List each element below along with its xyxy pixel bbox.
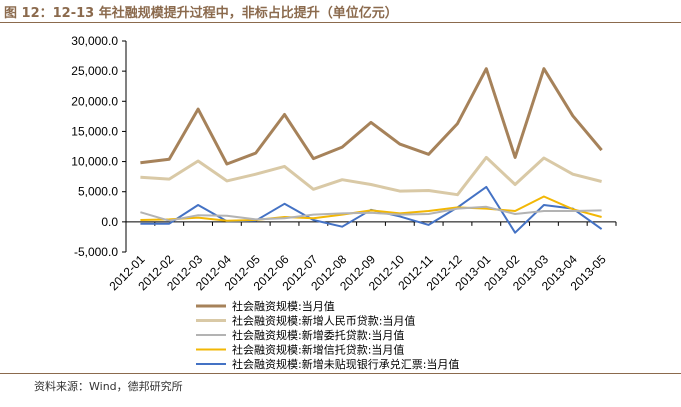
legend-label-5: 社会融资规模:新增未贴现银行承兑汇票:当月值 [232,357,459,371]
series-line-4 [140,195,602,222]
legend-label-4: 社会融资规模:新增信托贷款:当月值 [232,343,404,357]
y-tick-label: -5,000.0 [74,245,118,259]
chart-title: 图 12：12-13 年社融规模提升过程中，非标占比提升（单位亿元） [4,6,398,21]
y-tick-label: 5,000.0 [78,185,118,199]
legend-label-3: 社会融资规模:新增委托贷款:当月值 [232,328,404,342]
title-divider [0,22,681,23]
y-tick-label: 0.0 [101,215,118,229]
y-tick-label: 25,000.0 [71,64,118,78]
source-note: 资料来源：Wind，德邦研究所 [34,380,183,393]
series-line-2 [140,155,602,197]
legend-label-2: 社会融资规模:新增人民币贷款:当月值 [232,314,415,328]
series-line-1 [140,67,603,166]
y-tick-label: 20,000.0 [71,94,118,108]
y-tick-label: 30,000.0 [71,34,118,48]
series-line-3 [140,205,602,222]
legend-label-1: 社会融资规模:当月值 [232,299,335,313]
y-tick-label: 15,000.0 [71,124,118,138]
source-divider [0,373,681,374]
y-tick-label: 10,000.0 [71,155,118,169]
